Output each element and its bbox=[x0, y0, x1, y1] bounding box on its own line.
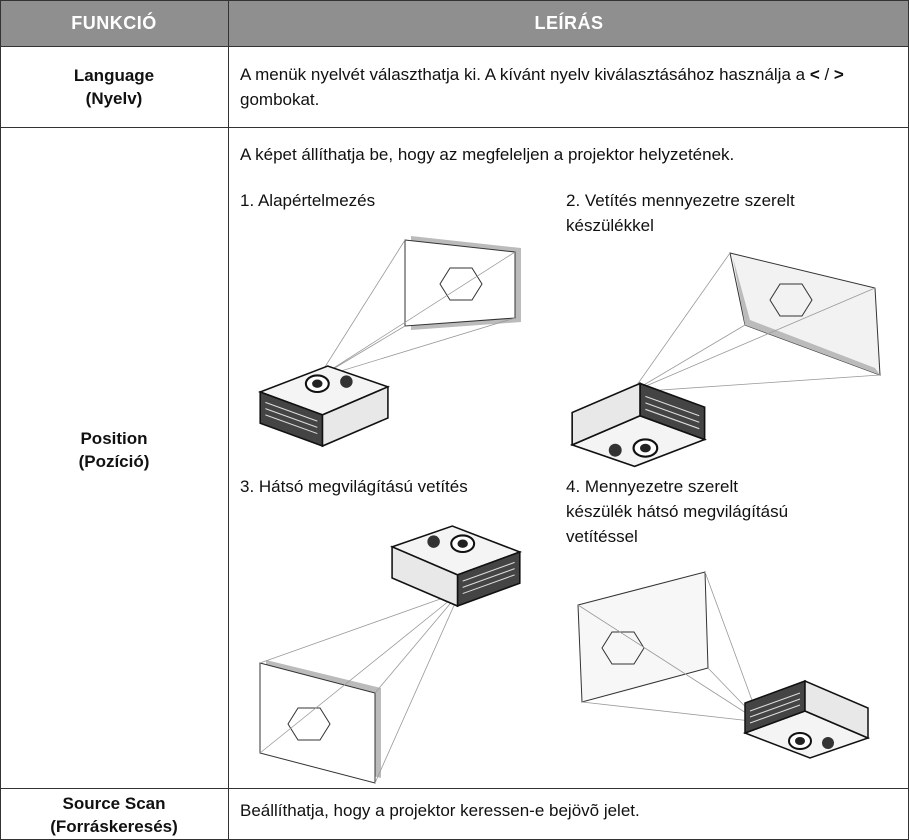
description: Beállíthatja, hogy a projektor keressen-… bbox=[240, 801, 640, 820]
border bbox=[0, 127, 909, 128]
caption-line: készülékkel bbox=[566, 216, 654, 235]
caption: 4. Mennyezetre szerelt készülék hátsó meg… bbox=[566, 474, 788, 549]
border bbox=[0, 46, 909, 47]
function-cell: Position (Pozíció) bbox=[0, 427, 228, 473]
caption-line: 2. Vetítés mennyezetre szerelt bbox=[566, 191, 795, 210]
key: < bbox=[809, 65, 820, 84]
function-text: (Pozíció) bbox=[78, 452, 150, 471]
text: / bbox=[819, 65, 834, 84]
function-text: Position bbox=[80, 429, 148, 448]
caption: 3. Hátsó megvilágítású vetítés bbox=[240, 474, 468, 499]
function-cell: Source Scan (Forráskeresés) bbox=[0, 792, 228, 838]
caption-line: készülék hátsó megvilágítású bbox=[566, 502, 789, 521]
caption-line: 4. Mennyezetre szerelt bbox=[566, 477, 738, 496]
function-text: Source Scan bbox=[62, 794, 166, 813]
description: A menük nyelvét választhatja ki. A kíván… bbox=[240, 62, 860, 112]
text: gombokat. bbox=[240, 90, 320, 109]
border bbox=[0, 788, 909, 789]
function-cell: Language (Nyelv) bbox=[0, 64, 228, 110]
function-text: (Nyelv) bbox=[85, 89, 143, 108]
header-cell: FUNKCIÓ bbox=[0, 0, 228, 46]
caption-line: vetítéssel bbox=[566, 527, 638, 546]
illustration bbox=[577, 571, 870, 760]
key: > bbox=[833, 65, 844, 84]
border bbox=[0, 0, 909, 1]
caption: 1. Alapértelmezés bbox=[240, 188, 375, 213]
caption-line: 1. Alapértelmezés bbox=[240, 191, 376, 210]
header-text: LEÍRÁS bbox=[534, 12, 604, 33]
illustration bbox=[259, 524, 521, 784]
intro: A képet állíthatja be, hogy az megfelelj… bbox=[240, 145, 735, 164]
caption: 2. Vetítés mennyezetre szerelt készülékke… bbox=[566, 188, 795, 238]
function-text: (Forráskeresés) bbox=[50, 817, 178, 836]
caption-line: 3. Hátsó megvilágítású vetítés bbox=[240, 477, 468, 496]
border bbox=[0, 0, 1, 840]
header-text: FUNKCIÓ bbox=[71, 12, 157, 33]
border bbox=[228, 0, 229, 840]
illustration bbox=[571, 252, 881, 468]
header-cell: LEÍRÁS bbox=[229, 0, 909, 46]
text: A menük nyelvét választhatja ki. A kíván… bbox=[240, 65, 810, 84]
illustration bbox=[259, 236, 521, 448]
function-text: Language bbox=[73, 66, 155, 85]
